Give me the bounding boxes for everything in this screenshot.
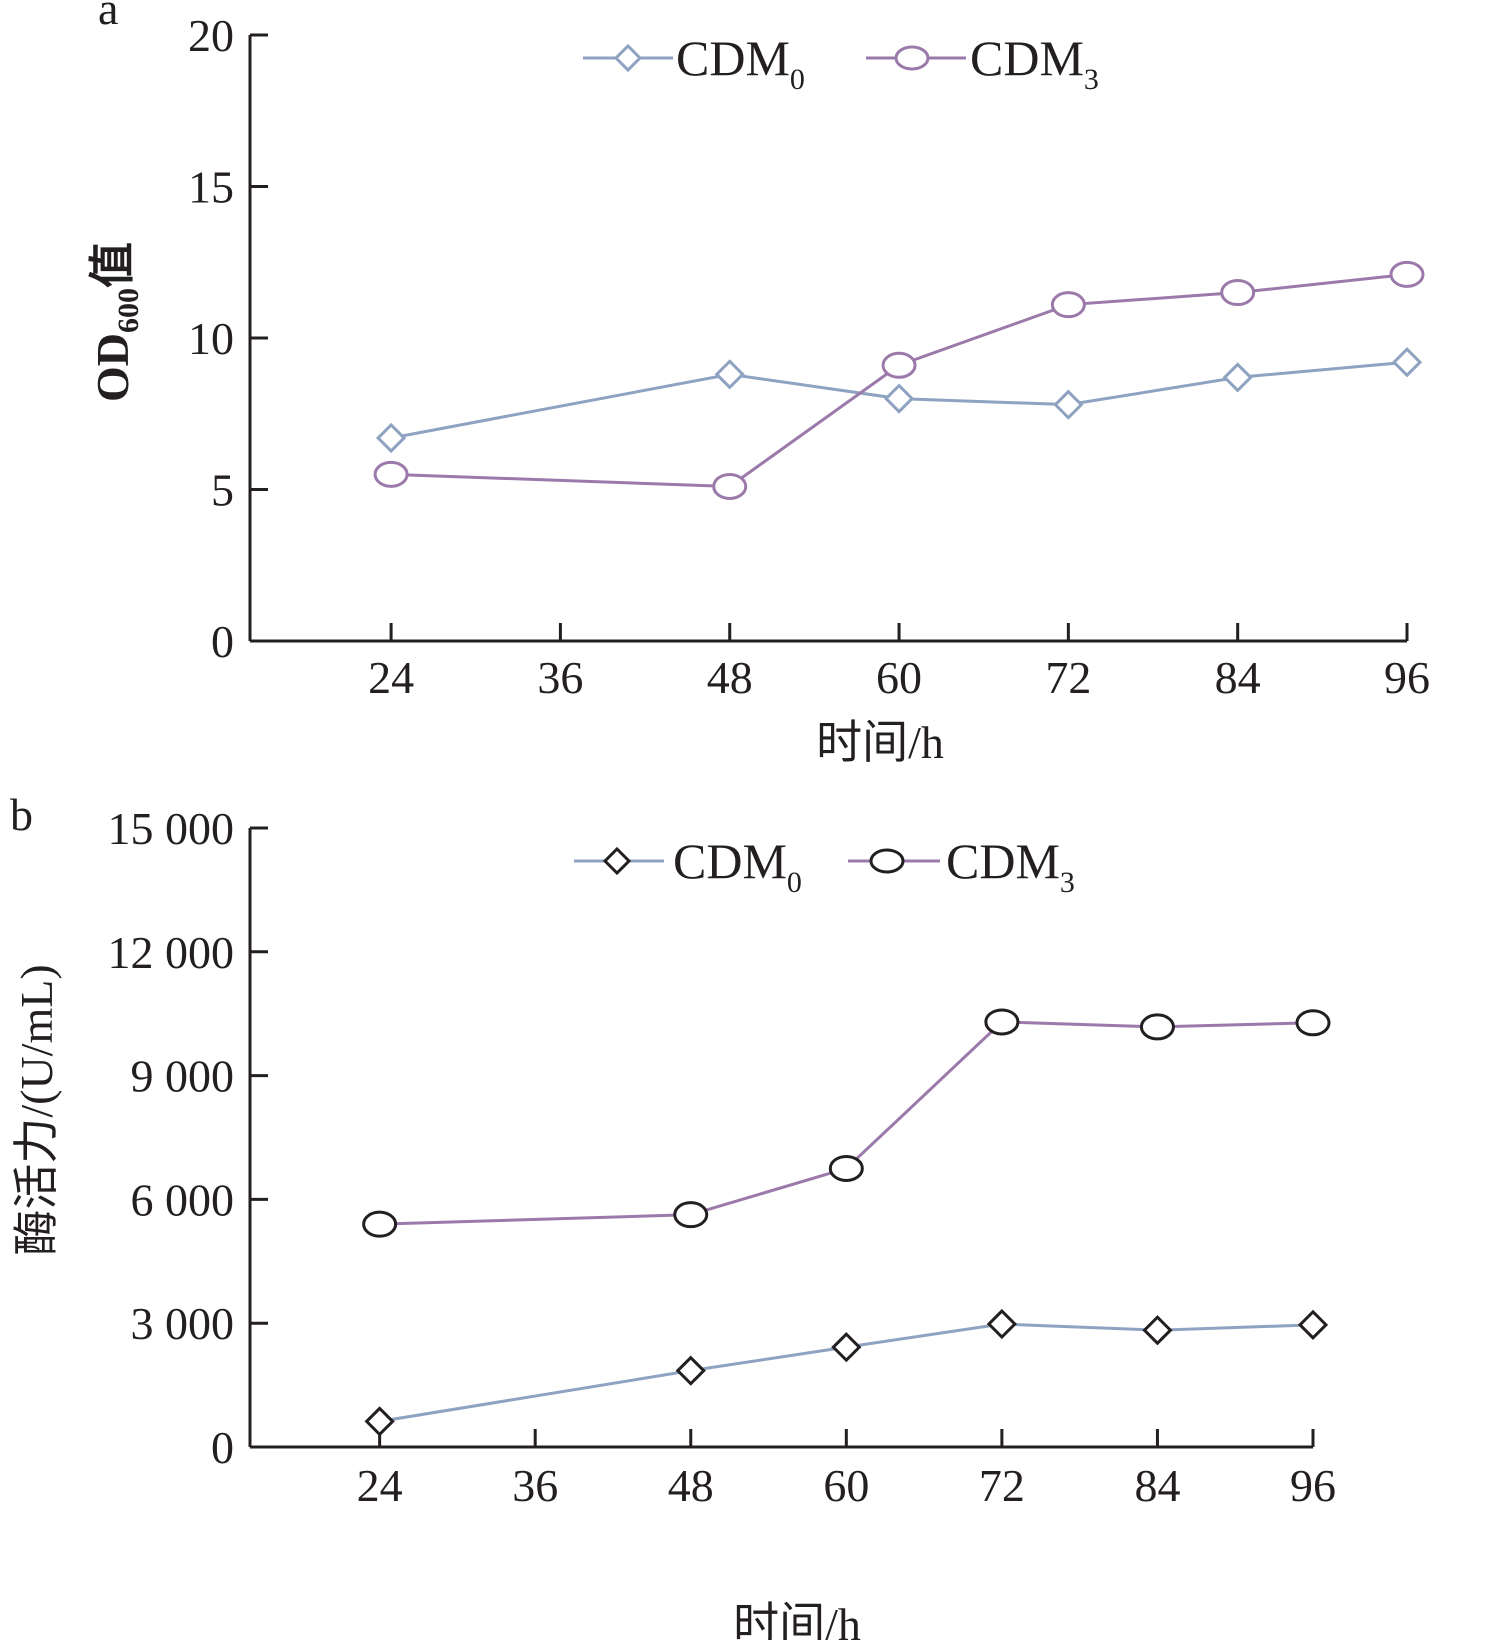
series-cdm3 [362,1008,1331,1238]
legend-marker-circle [869,848,905,874]
data-point-diamond [364,1406,395,1437]
y-tick-label: 10 [188,313,234,364]
x-tick-label: 24 [357,1460,403,1511]
y-tick-label: 3 000 [131,1298,235,1349]
y-axis-title: 酶活力/(U/mL) [11,964,62,1255]
data-point-diamond [1053,389,1084,420]
data-point-diamond [1297,1309,1329,1340]
y-tick-label: 0 [211,616,234,667]
data-point-diamond [1391,347,1423,378]
legend-entry: CDM3 [848,833,1075,899]
legend-label-main: CDM [676,30,790,86]
legend-entry: CDM3 [866,30,1099,96]
data-point-circle [373,460,409,488]
data-point-diamond [675,1355,706,1386]
x-tick-label: 84 [1134,1460,1180,1511]
x-axis-title: 时间/h [733,1599,861,1640]
legend-label-main: CDM [673,833,787,889]
panel-label: a [98,0,118,34]
series-line [379,1322,1314,1423]
y-tick-label: 5 [211,465,234,516]
data-point-circle [1295,1009,1331,1037]
x-tick-label: 72 [979,1460,1025,1511]
series-cdm3 [373,260,1425,500]
data-point-circle [1139,1013,1175,1041]
data-point-diamond [883,383,915,414]
series-line [379,1020,1314,1226]
y-tick-label: 9 000 [131,1051,235,1102]
data-point-circle [881,351,917,379]
data-point-diamond [1142,1315,1173,1346]
data-point-diamond [1222,362,1253,393]
data-point-circle [673,1201,709,1229]
x-tick-label: 72 [1045,652,1091,703]
x-tick-label: 84 [1215,652,1261,703]
legend-marker-circle [894,45,930,71]
y-axis-title-main: OD [87,333,138,402]
legend-label-sub: 3 [1084,63,1099,96]
legend-label-sub: 0 [787,866,802,899]
legend-label-main: CDM [970,30,1084,86]
legend-label-sub: 0 [790,63,805,96]
x-tick-label: 96 [1384,652,1430,703]
legend-label: CDM0 [676,30,805,96]
legend-label-main: CDM [946,833,1060,889]
series-line [391,272,1408,488]
data-point-circle [712,472,748,500]
legend-entry: CDM0 [574,833,802,899]
x-tick-label: 36 [537,652,583,703]
y-axis-title: OD600值 [87,242,145,402]
y-tick-label: 15 000 [108,803,235,854]
x-tick-label: 96 [1290,1460,1336,1511]
data-point-diamond [986,1308,1017,1340]
legend-marker-diamond [602,846,632,876]
data-point-circle [984,1008,1020,1036]
data-point-circle [1050,291,1086,319]
data-point-circle [1220,279,1256,307]
data-point-diamond [375,422,407,454]
chart-panel-b: b 0 3 000 6 000 9 000 12 000 15 000 24 36 48 60 72 8… [10,789,1336,1645]
y-axis-title-sub: 600 [112,288,145,333]
legend-label-sub: 3 [1060,866,1075,899]
series-cdm0 [375,347,1423,454]
y-tick-label: 0 [211,1422,234,1473]
data-point-circle [828,1154,864,1182]
x-tick-label: 60 [823,1460,869,1511]
series-cdm0 [364,1308,1329,1437]
x-tick-label: 36 [512,1460,558,1511]
legend-entry: CDM0 [583,30,805,96]
y-tick-label: 12 000 [108,927,235,978]
legend-label: CDM3 [970,30,1099,96]
panel-label: b [10,789,33,840]
series-line [390,360,1408,440]
data-point-diamond [714,359,745,390]
x-tick-label: 48 [707,652,753,703]
data-point-circle [1389,260,1425,288]
data-point-circle [362,1210,398,1238]
data-point-diamond [831,1332,862,1363]
y-tick-label: 15 [188,162,234,213]
legend-marker-diamond [613,43,643,73]
legend-label: CDM0 [673,833,802,899]
x-tick-label: 24 [368,652,414,703]
legend-label: CDM3 [946,833,1075,899]
x-axis-title: 时间/h [816,717,944,768]
x-tick-label: 48 [668,1460,714,1511]
y-tick-label: 6 000 [131,1174,235,1225]
y-tick-label: 20 [188,10,234,61]
y-axis-title-suffix: 值 [87,242,138,288]
x-tick-label: 60 [876,652,922,703]
